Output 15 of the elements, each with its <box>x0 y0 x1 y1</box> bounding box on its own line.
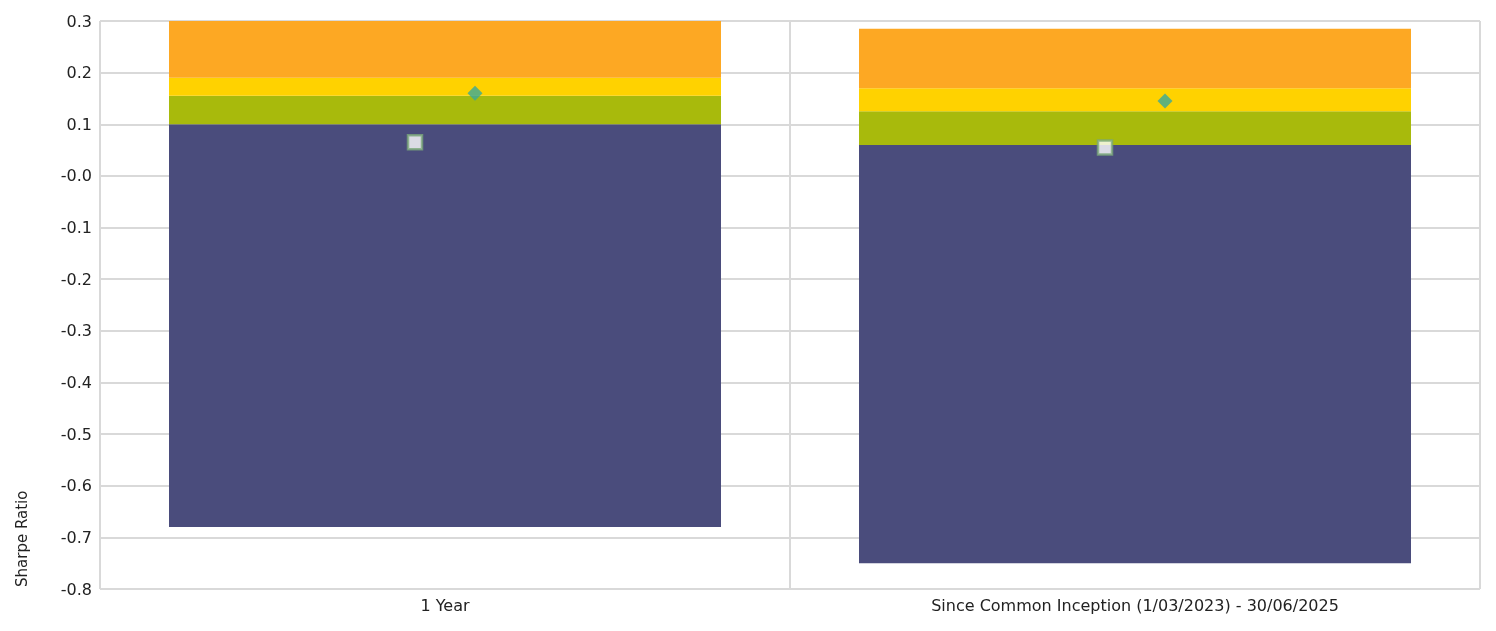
x-tick-label: 1 Year <box>420 595 470 615</box>
y-tick-label: 0.3 <box>66 11 92 31</box>
y-tick-label: -0.7 <box>60 527 92 547</box>
y-tick-label: -0.4 <box>60 372 92 392</box>
y-tick-label: -0.0 <box>60 166 92 186</box>
y-tick-label: 0.2 <box>66 63 92 83</box>
y-tick-label: -0.6 <box>60 476 92 496</box>
y-tick-label: -0.1 <box>60 218 92 238</box>
y-tick-label: -0.2 <box>60 269 92 289</box>
y-tick-label: -0.3 <box>60 321 92 341</box>
y-tick-label: -0.8 <box>60 579 92 599</box>
x-tick-label: Since Common Inception (1/03/2023) - 30/06/2025 <box>931 595 1339 615</box>
y-axis-title: Sharpe Ratio <box>12 490 31 587</box>
y-tick-label: -0.5 <box>60 424 92 444</box>
y-tick-label: 0.1 <box>66 114 92 134</box>
